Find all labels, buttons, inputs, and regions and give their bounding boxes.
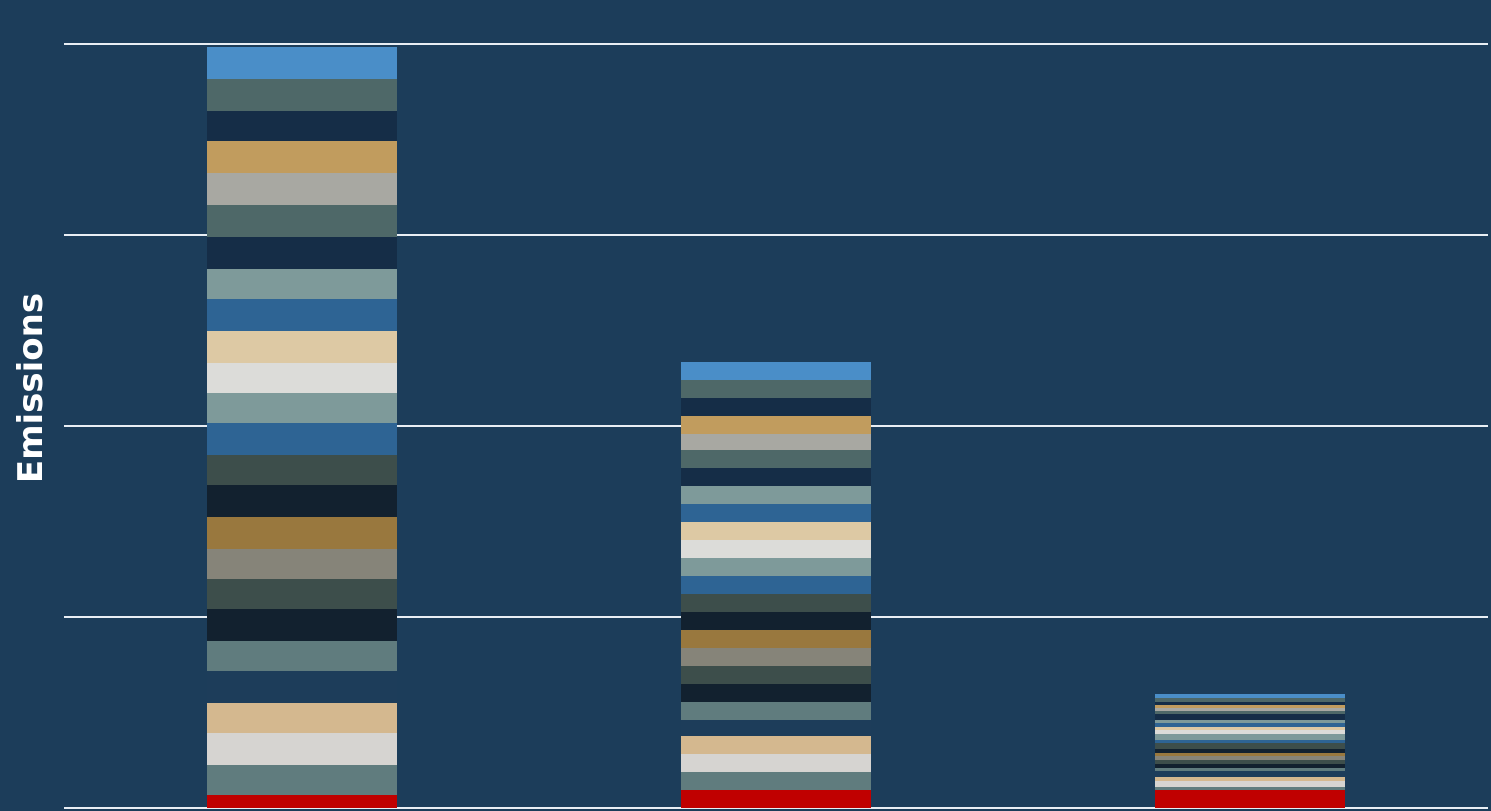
bar-2-segment-4: [681, 736, 871, 754]
bar-2-segment-3: [681, 754, 871, 772]
bar-2-segment-22: [681, 416, 871, 434]
bar-2-segment-6: [681, 702, 871, 720]
bar-3-segment-7: [1155, 764, 1345, 768]
bar-2-segment-21: [681, 434, 871, 450]
bar-2-segment-14: [681, 558, 871, 576]
bar-1-segment-17: [207, 299, 397, 331]
bar-1-segment-24: [207, 79, 397, 111]
y-axis-label: Emissions: [11, 293, 51, 483]
bar-2-segment-15: [681, 540, 871, 558]
bar-3-segment-10: [1155, 753, 1345, 756]
bar-1-segment-25: [207, 47, 397, 79]
bar-3-segment-21: [1155, 708, 1345, 711]
bar-2-segment-8: [681, 666, 871, 684]
bar-3-segment-14: [1155, 734, 1345, 740]
bar-1-segment-3: [207, 733, 397, 765]
bar-3-segment-18: [1155, 720, 1345, 723]
bar-3-segment-1: [1155, 790, 1345, 808]
bar-3: [1155, 694, 1345, 808]
bar-2-segment-25: [681, 362, 871, 380]
bar-1-segment-1: [207, 795, 397, 808]
bar-2-segment-13: [681, 576, 871, 594]
bar-1-segment-9: [207, 549, 397, 579]
bar-1-segment-5: [207, 671, 397, 703]
bar-2-segment-20: [681, 450, 871, 468]
bar-3-segment-20: [1155, 711, 1345, 714]
bar-2-segment-9: [681, 648, 871, 666]
bar-1-segment-11: [207, 485, 397, 517]
bar-2-segment-17: [681, 504, 871, 522]
bar-1-segment-15: [207, 363, 397, 393]
bar-1-segment-23: [207, 111, 397, 141]
bar-2-segment-1: [681, 790, 871, 808]
bar-3-segment-17: [1155, 723, 1345, 727]
bar-2: [681, 362, 871, 808]
bar-3-segment-19: [1155, 714, 1345, 720]
bar-1-segment-4: [207, 703, 397, 733]
bar-1-segment-16: [207, 331, 397, 363]
bar-1-segment-20: [207, 205, 397, 237]
bar-2-segment-11: [681, 612, 871, 630]
bar-1-segment-6: [207, 641, 397, 671]
bar-3-segment-11: [1155, 749, 1345, 753]
bar-3-segment-6: [1155, 768, 1345, 771]
bar-3-segment-5: [1155, 771, 1345, 777]
bar-2-segment-16: [681, 522, 871, 540]
bar-2-segment-5: [681, 720, 871, 736]
bar-3-segment-4: [1155, 777, 1345, 781]
bar-2-segment-24: [681, 380, 871, 398]
bar-3-segment-13: [1155, 740, 1345, 743]
bar-3-segment-8: [1155, 760, 1345, 764]
bar-3-segment-25: [1155, 694, 1345, 698]
bar-1-segment-2: [207, 765, 397, 795]
bar-3-segment-22: [1155, 705, 1345, 708]
bar-3-segment-16: [1155, 727, 1345, 730]
bar-2-segment-12: [681, 594, 871, 612]
bar-1-segment-7: [207, 609, 397, 641]
bar-2-segment-19: [681, 468, 871, 486]
bar-1-segment-10: [207, 517, 397, 549]
bar-3-segment-24: [1155, 698, 1345, 702]
bar-2-segment-23: [681, 398, 871, 416]
bar-1-segment-13: [207, 423, 397, 455]
bar-3-segment-12: [1155, 743, 1345, 749]
bar-3-segment-2: [1155, 787, 1345, 790]
bar-1-segment-8: [207, 579, 397, 609]
bar-1-segment-21: [207, 173, 397, 205]
bar-1-segment-19: [207, 237, 397, 269]
bar-2-segment-2: [681, 772, 871, 790]
bar-1-segment-22: [207, 141, 397, 173]
bar-1-segment-12: [207, 455, 397, 485]
bar-3-segment-15: [1155, 730, 1345, 734]
bar-2-segment-18: [681, 486, 871, 504]
bar-1: [207, 47, 397, 808]
bar-2-segment-10: [681, 630, 871, 648]
bar-1-segment-14: [207, 393, 397, 423]
bars: [207, 47, 1345, 808]
bar-2-segment-7: [681, 684, 871, 702]
bar-3-segment-23: [1155, 702, 1345, 705]
bar-3-segment-3: [1155, 781, 1345, 787]
bar-1-segment-18: [207, 269, 397, 299]
bar-3-segment-9: [1155, 756, 1345, 760]
